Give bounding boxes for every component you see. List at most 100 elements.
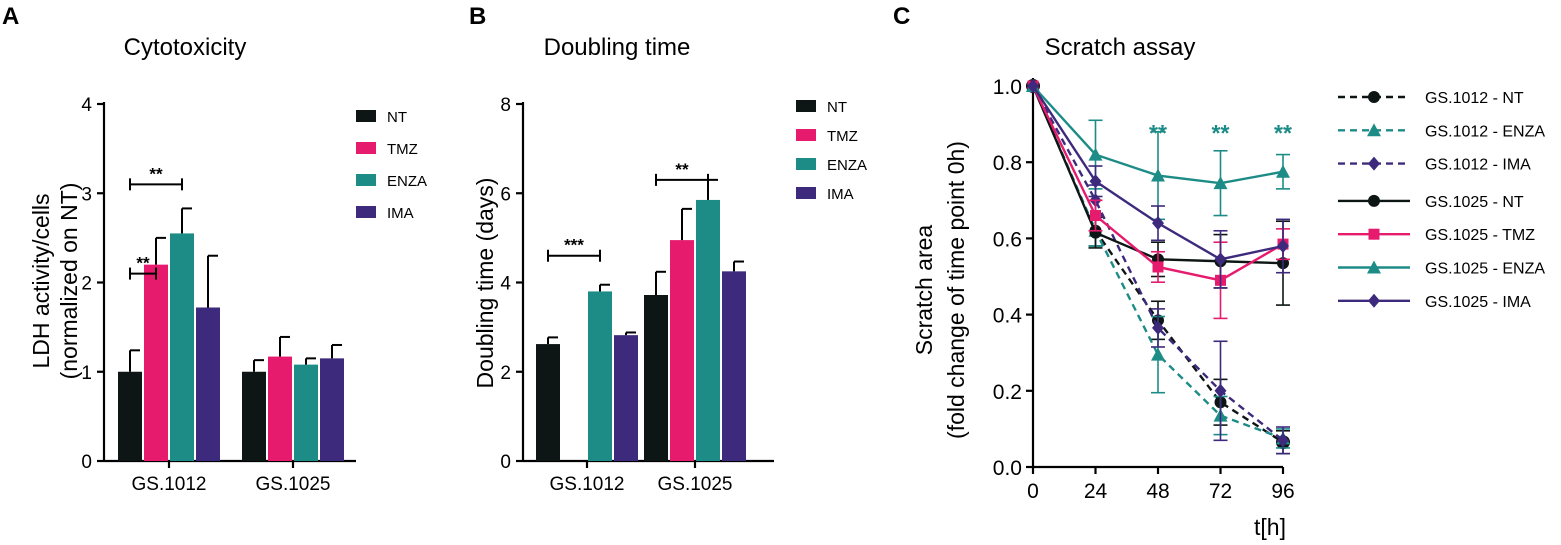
data-point xyxy=(1089,174,1102,189)
legend-marker xyxy=(1368,228,1380,240)
bar-nt-gs.1012 xyxy=(118,371,142,461)
bar-ima-gs.1025 xyxy=(320,358,344,461)
panel-letter-a: A xyxy=(2,3,19,30)
bar-enza-gs.1012 xyxy=(588,291,612,461)
data-point xyxy=(1277,433,1289,448)
data-point xyxy=(1088,147,1103,161)
bar-nt-gs.1012 xyxy=(536,344,560,461)
y-tick-label: 2 xyxy=(500,363,511,384)
data-point xyxy=(1152,216,1164,231)
significance-label: ** xyxy=(1274,120,1292,146)
legend-swatch-nt xyxy=(796,100,816,112)
x-tick-label: 72 xyxy=(1209,480,1232,503)
x-tick-label: 0 xyxy=(1027,480,1039,503)
y-tick-label: 4 xyxy=(500,274,511,295)
data-point xyxy=(1213,176,1228,190)
bar-enza-gs.1012 xyxy=(170,233,194,461)
legend-label: GS.1025 - IMA xyxy=(1425,294,1531,311)
legend-label-ima: IMA xyxy=(387,205,414,222)
legend-marker xyxy=(1368,156,1380,171)
x-tick-label: GS.1025 xyxy=(256,474,331,495)
legend-swatch-enza xyxy=(356,174,376,186)
y-tick-label: 1.0 xyxy=(993,76,1022,99)
y-tick-label: 0 xyxy=(500,452,511,473)
bar-ima-gs.1012 xyxy=(614,335,638,461)
panel-a-ylabel-line1: LDH activity/cells xyxy=(28,193,54,368)
legend-label-ima: IMA xyxy=(827,186,854,203)
panel-a-chart: 0 1 2 3 4 GS.1012 GS.1025 ** ** NT TMZ ENZA IMA xyxy=(81,95,427,495)
legend-swatch-ima xyxy=(356,206,376,218)
series-gs-1025-ima xyxy=(1027,79,1290,289)
legend-marker xyxy=(1368,91,1380,103)
series-gs-1025-enza xyxy=(1026,79,1290,221)
panel-c-chart: 0.0 0.2 0.4 0.6 0.8 1.0 0 24 48 72 96 ** ** ** GS.1012… xyxy=(993,76,1546,503)
panel-a-title: Cytotoxicity xyxy=(124,34,247,61)
bar-ima-gs.1025 xyxy=(722,271,746,461)
legend-swatch-tmz xyxy=(796,129,816,141)
bar-tmz-gs.1025 xyxy=(670,240,694,461)
significance-label: *** xyxy=(564,236,584,255)
y-tick-label: 4 xyxy=(81,95,92,116)
panel-b-title: Doubling time xyxy=(544,34,691,61)
legend-label: GS.1025 - NT xyxy=(1425,194,1524,211)
legend-label: GS.1025 - TMZ xyxy=(1425,227,1535,244)
legend-swatch-nt xyxy=(356,110,376,122)
legend-swatch-tmz xyxy=(356,142,376,154)
legend-label-enza: ENZA xyxy=(387,173,427,190)
bar-nt-gs.1025 xyxy=(644,294,668,461)
panel-a-ylabel-line2: (normalized on NT) xyxy=(56,183,82,380)
legend-label: GS.1012 - ENZA xyxy=(1425,123,1545,140)
significance-label: ** xyxy=(1212,120,1230,146)
panel-c-xlabel: t[h] xyxy=(1254,514,1286,540)
y-tick-label: 0.2 xyxy=(993,381,1022,404)
bar-enza-gs.1025 xyxy=(696,199,720,461)
panel-letter-c: C xyxy=(893,3,910,30)
data-point xyxy=(1152,320,1164,335)
y-tick-label: 0.8 xyxy=(993,152,1022,175)
legend-marker xyxy=(1368,194,1380,207)
data-point xyxy=(1277,239,1289,254)
x-tick-label: GS.1012 xyxy=(132,474,207,495)
bar-tmz-gs.1025 xyxy=(268,356,292,461)
legend-label-nt: NT xyxy=(387,109,407,126)
data-point xyxy=(1151,168,1165,182)
y-tick-label: 3 xyxy=(81,184,92,205)
y-tick-label: 1 xyxy=(81,363,92,384)
x-tick-label: GS.1012 xyxy=(550,474,625,495)
legend-label: GS.1025 - ENZA xyxy=(1425,261,1545,278)
bar-ima-gs.1012 xyxy=(196,307,220,461)
significance-label: ** xyxy=(675,160,689,179)
legend-swatch-ima xyxy=(796,187,816,199)
panel-letter-b: B xyxy=(469,3,486,30)
data-point xyxy=(1152,261,1164,273)
data-point xyxy=(1027,79,1039,93)
data-point xyxy=(1276,164,1290,178)
y-tick-label: 8 xyxy=(500,95,511,116)
y-tick-label: 0.4 xyxy=(993,305,1023,328)
panel-c-title: Scratch assay xyxy=(1045,34,1196,61)
legend-label: GS.1012 - NT xyxy=(1425,90,1524,107)
y-tick-label: 0.6 xyxy=(993,228,1022,251)
legend-label-tmz: TMZ xyxy=(827,128,858,145)
x-tick-label: 24 xyxy=(1084,480,1108,503)
x-tick-label: 48 xyxy=(1146,480,1169,503)
panel-c-ylabel-line1: Scratch area xyxy=(911,225,937,356)
series-line xyxy=(1031,85,1284,442)
panel-b-ylabel: Doubling time (days) xyxy=(472,178,498,389)
data-point xyxy=(1089,226,1102,239)
bar-enza-gs.1025 xyxy=(294,364,318,461)
y-tick-label: 0 xyxy=(81,452,92,473)
bar-nt-gs.1025 xyxy=(242,371,266,461)
data-point xyxy=(1214,252,1227,267)
legend-marker xyxy=(1367,260,1381,274)
y-tick-label: 6 xyxy=(500,184,511,205)
data-point xyxy=(1214,383,1227,398)
legend-marker xyxy=(1367,123,1381,137)
y-tick-label: 0.0 xyxy=(993,457,1022,480)
legend-marker xyxy=(1368,293,1380,308)
legend-label-tmz: TMZ xyxy=(387,141,418,158)
panel-c-ylabel-line2: (fold change of time point 0h) xyxy=(943,141,969,439)
significance-label: ** xyxy=(149,164,163,183)
